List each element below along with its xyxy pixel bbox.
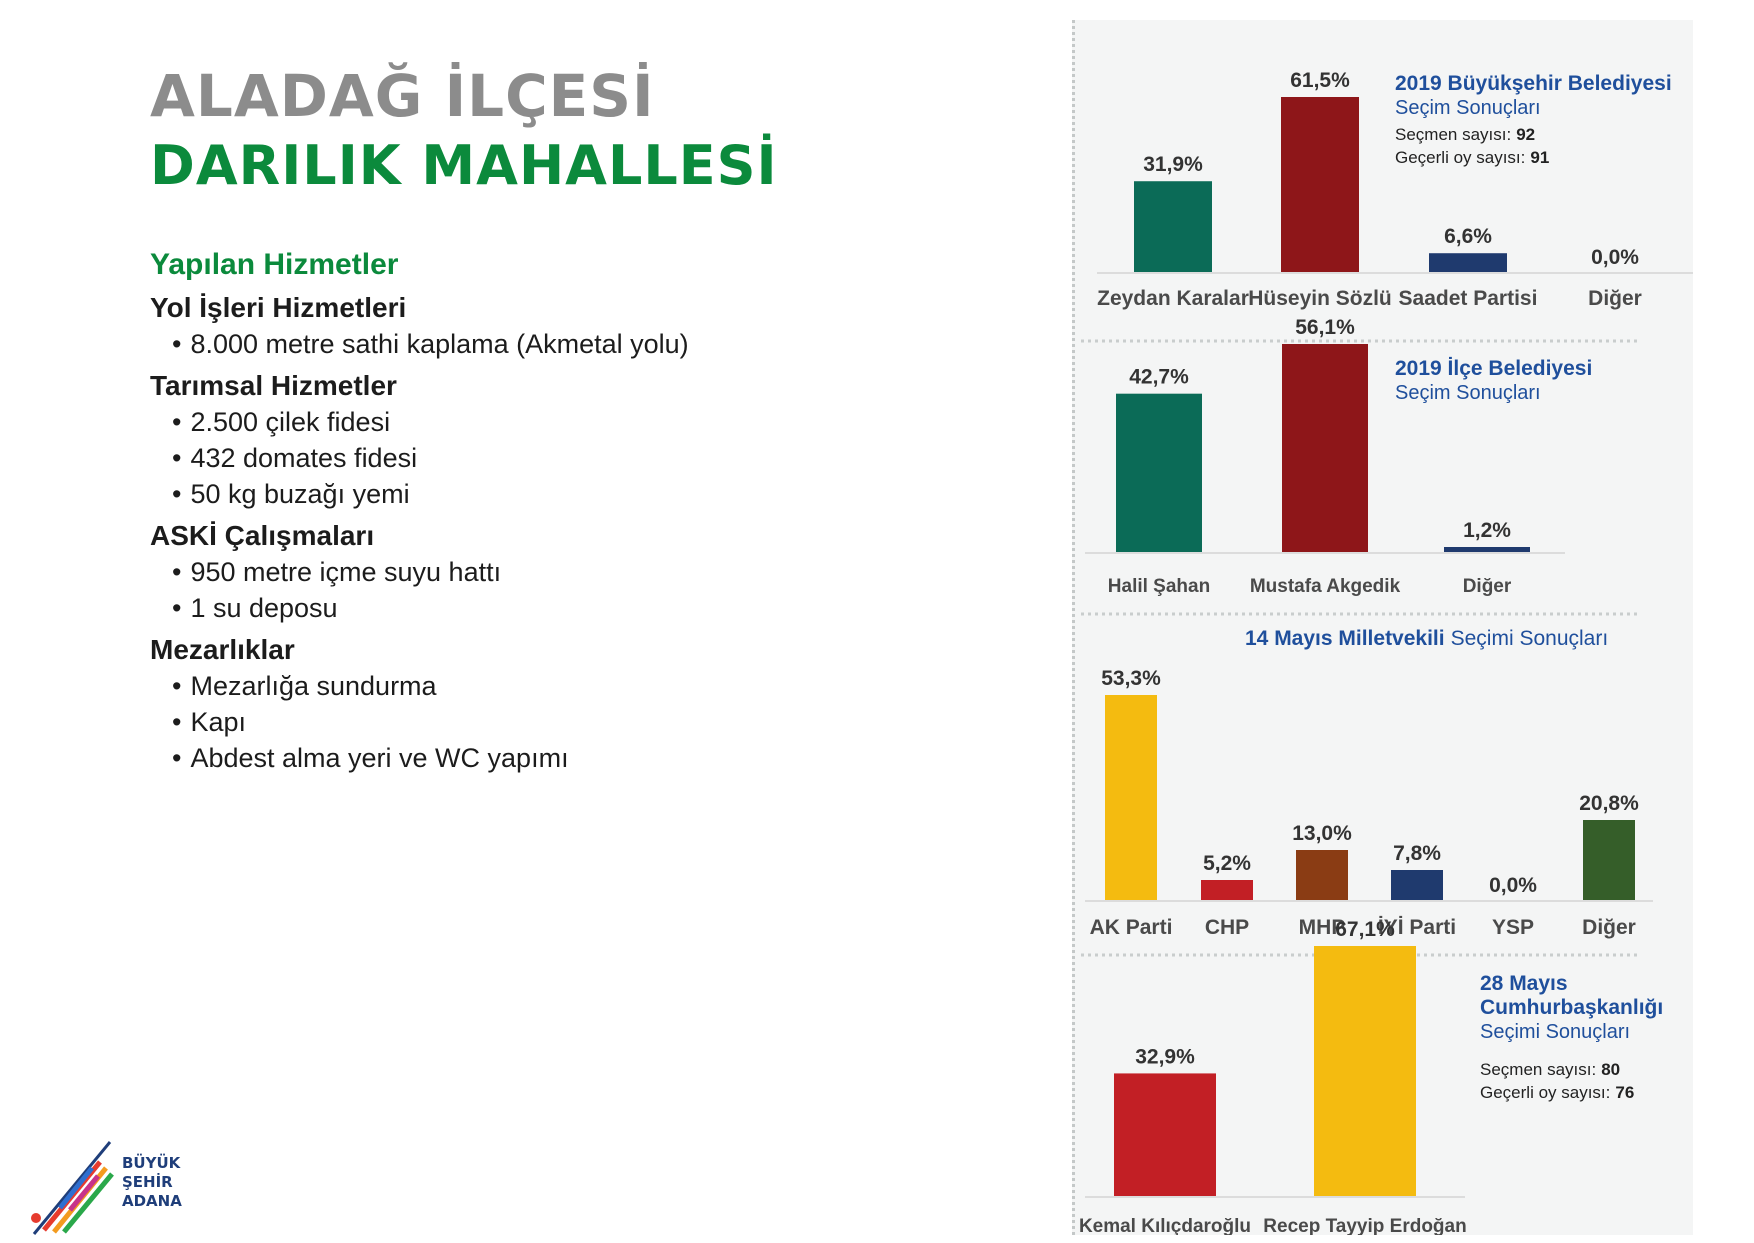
chart-subtitle: Seçim Sonuçları <box>1395 97 1541 119</box>
group-list-agriculture: 2.500 çilek fidesi 432 domates fidesi 50… <box>150 404 970 512</box>
bar-3-0 <box>1114 1073 1216 1196</box>
voter-info-label: Seçmen sayısı: <box>1395 125 1511 144</box>
chart-title: 2019 İlçe Belediyesi <box>1395 357 1592 380</box>
group-title-cemeteries: Mezarlıklar <box>150 634 295 665</box>
data-label: 5,2% <box>1203 852 1251 875</box>
service-item: 432 domates fidesi <box>172 440 970 476</box>
data-label: 0,0% <box>1489 874 1537 897</box>
adana-logo: BÜYÜK ŞEHİR ADANA <box>30 1138 200 1238</box>
data-label: 32,9% <box>1135 1045 1195 1068</box>
voter-info-label: Geçerli oy sayısı: <box>1395 148 1525 167</box>
bar-2-5 <box>1583 820 1635 900</box>
service-item: Mezarlığa sundurma <box>172 668 970 704</box>
category-label: Kemal Kılıçdaroğlu <box>1079 1216 1251 1235</box>
category-label: AK Parti <box>1090 916 1173 939</box>
chart-subtitle: Seçimi Sonuçları <box>1451 627 1609 650</box>
group-title-agriculture: Tarımsal Hizmetler <box>150 370 397 401</box>
logo-stripes-icon <box>31 1141 114 1235</box>
category-label: CHP <box>1205 916 1249 939</box>
category-label: Halil Şahan <box>1108 576 1210 597</box>
chart-title: 14 Mayıs Milletvekili Seçimi Sonuçları <box>1245 627 1608 650</box>
voter-info-value: 76 <box>1615 1083 1634 1102</box>
category-label: Diğer <box>1588 287 1642 310</box>
category-label: Diğer <box>1582 916 1636 939</box>
bar-2-2 <box>1296 850 1348 900</box>
voter-info: Seçmen sayısı: 92 <box>1395 125 1535 144</box>
data-label: 53,3% <box>1101 667 1161 690</box>
voter-info-label: Geçerli oy sayısı: <box>1480 1083 1610 1102</box>
data-label: 42,7% <box>1129 366 1189 389</box>
bar-1-2 <box>1444 547 1530 552</box>
voter-info-label: Seçmen sayısı: <box>1480 1060 1596 1079</box>
service-item: 1 su deposu <box>172 590 970 626</box>
voter-info-value: 80 <box>1601 1060 1620 1079</box>
category-label: Saadet Partisi <box>1399 287 1538 310</box>
chart-title-line1: 28 Mayıs <box>1480 972 1568 995</box>
bar-0-1 <box>1281 97 1359 272</box>
election-charts: 31,9% Zeydan Karalar 61,5% Hüseyin Sözlü 6,6… <box>1079 69 1693 1235</box>
services-heading: Yapılan Hizmetler <box>150 248 399 281</box>
data-label: 61,5% <box>1290 69 1350 92</box>
data-label: 1,2% <box>1463 519 1511 542</box>
bar-2-0 <box>1105 695 1157 900</box>
chart-title: 2019 Büyükşehir Belediyesi <box>1395 72 1672 95</box>
service-item: Kapı <box>172 704 970 740</box>
category-label: Hüseyin Sözlü <box>1248 287 1392 310</box>
data-label: 67,1% <box>1335 918 1395 941</box>
logo-line: ADANA <box>122 1192 182 1210</box>
service-item: 2.500 çilek fidesi <box>172 404 970 440</box>
logo-line: ŞEHİR <box>122 1173 173 1191</box>
chart-subtitle: Seçimi Sonuçları <box>1480 1021 1630 1043</box>
voter-info: Geçerli oy sayısı: 76 <box>1480 1083 1634 1102</box>
neighborhood-title: DARILIK MAHALLESİ <box>150 134 778 197</box>
voter-info: Geçerli oy sayısı: 91 <box>1395 148 1549 167</box>
service-item: 950 metre içme suyu hattı <box>172 554 970 590</box>
chart-subtitle: Seçim Sonuçları <box>1395 382 1541 404</box>
category-label: İYİ Parti <box>1378 916 1456 939</box>
category-label: Zeydan Karalar <box>1097 287 1249 310</box>
data-label: 56,1% <box>1295 316 1355 339</box>
group-list-road: 8.000 metre sathi kaplama (Akmetal yolu) <box>150 326 970 362</box>
data-label: 6,6% <box>1444 225 1492 248</box>
service-item: 50 kg buzağı yemi <box>172 476 970 512</box>
category-label: YSP <box>1492 916 1534 939</box>
bar-2-1 <box>1201 880 1253 900</box>
group-list-cemeteries: Mezarlığa sundurma Kapı Abdest alma yeri… <box>150 668 970 776</box>
data-label: 0,0% <box>1591 246 1639 269</box>
group-title-road: Yol İşleri Hizmetleri <box>150 292 407 323</box>
data-label: 7,8% <box>1393 842 1441 865</box>
category-label: Recep Tayyip Erdoğan <box>1263 1216 1466 1235</box>
category-label: Diğer <box>1463 576 1512 597</box>
service-item: Abdest alma yeri ve WC yapımı <box>172 740 970 776</box>
bar-1-1 <box>1282 344 1368 552</box>
bar-2-3 <box>1391 870 1443 900</box>
bar-0-2 <box>1429 253 1507 272</box>
voter-info-value: 91 <box>1530 148 1549 167</box>
data-label: 13,0% <box>1292 822 1352 845</box>
bar-1-0 <box>1116 393 1202 552</box>
bar-3-1 <box>1314 946 1416 1196</box>
district-title: ALADAĞ İLÇESİ <box>150 62 655 130</box>
election-results-panel: 31,9% Zeydan Karalar 61,5% Hüseyin Sözlü 6,6… <box>1072 20 1693 1235</box>
chart-title-main: 14 Mayıs Milletvekili <box>1245 627 1445 650</box>
bar-0-0 <box>1134 181 1212 272</box>
logo-text: BÜYÜK ŞEHİR ADANA <box>122 1154 182 1211</box>
data-label: 20,8% <box>1579 792 1639 815</box>
voter-info: Seçmen sayısı: 80 <box>1480 1060 1620 1079</box>
voter-info-value: 92 <box>1516 125 1535 144</box>
group-title-aski: ASKİ Çalışmaları <box>150 520 375 551</box>
group-list-aski: 950 metre içme suyu hattı 1 su deposu <box>150 554 970 626</box>
logo-line: BÜYÜK <box>122 1154 181 1172</box>
data-label: 31,9% <box>1143 153 1203 176</box>
chart-title-line2: Cumhurbaşkanlığı <box>1480 996 1663 1019</box>
category-label: Mustafa Akgedik <box>1250 576 1401 597</box>
service-item: 8.000 metre sathi kaplama (Akmetal yolu) <box>172 326 970 362</box>
services-section: Yapılan Hizmetler Yol İşleri Hizmetleri … <box>150 248 970 776</box>
category-label: MHP <box>1299 916 1346 939</box>
